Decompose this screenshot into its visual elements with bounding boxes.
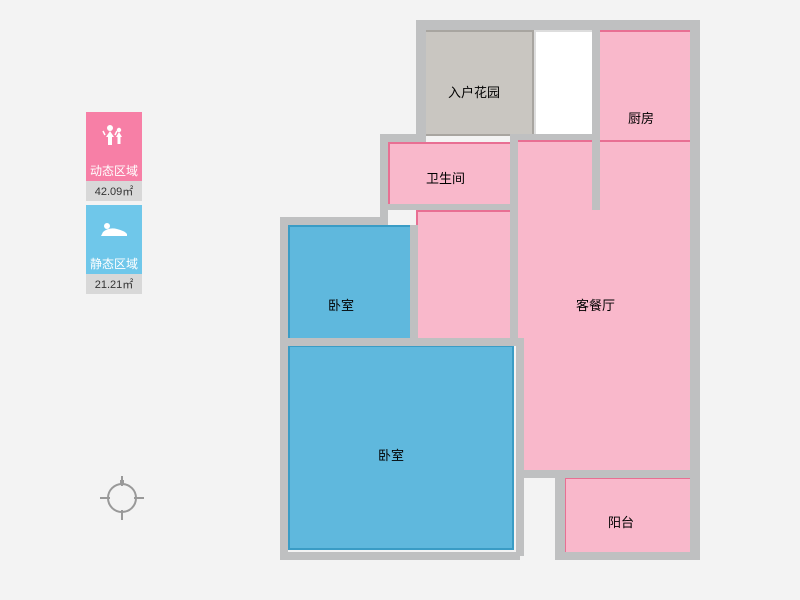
wall-5 (280, 217, 388, 225)
room-living-extension (416, 210, 516, 340)
wall-8 (555, 552, 700, 560)
wall-11 (516, 338, 524, 556)
wall-17 (518, 134, 598, 140)
room-label-bathroom: 卫生间 (426, 168, 465, 187)
room-label-living-dining: 客餐厅 (576, 295, 615, 314)
room-label-kitchen: 厨房 (628, 108, 654, 127)
wall-10 (555, 470, 565, 558)
wall-7 (280, 552, 520, 560)
wall-13 (410, 225, 418, 343)
room-entry-white (534, 30, 596, 136)
room-label-entry-garden: 入户花园 (448, 82, 500, 101)
wall-12 (288, 338, 522, 346)
wall-1 (416, 20, 426, 142)
room-label-balcony: 阳台 (608, 512, 634, 531)
wall-0 (416, 20, 700, 30)
wall-16 (592, 24, 600, 210)
wall-14 (510, 134, 518, 344)
floorplan: 入户花园厨房卫生间客餐厅卧室卧室阳台 (0, 0, 800, 600)
room-label-bedroom-small: 卧室 (328, 295, 354, 314)
wall-9 (516, 470, 696, 478)
wall-2 (690, 20, 700, 560)
wall-15 (386, 204, 516, 210)
wall-6 (280, 217, 288, 557)
wall-4 (380, 134, 388, 224)
room-label-bedroom-large: 卧室 (378, 445, 404, 464)
room-bedroom-small (288, 225, 416, 340)
